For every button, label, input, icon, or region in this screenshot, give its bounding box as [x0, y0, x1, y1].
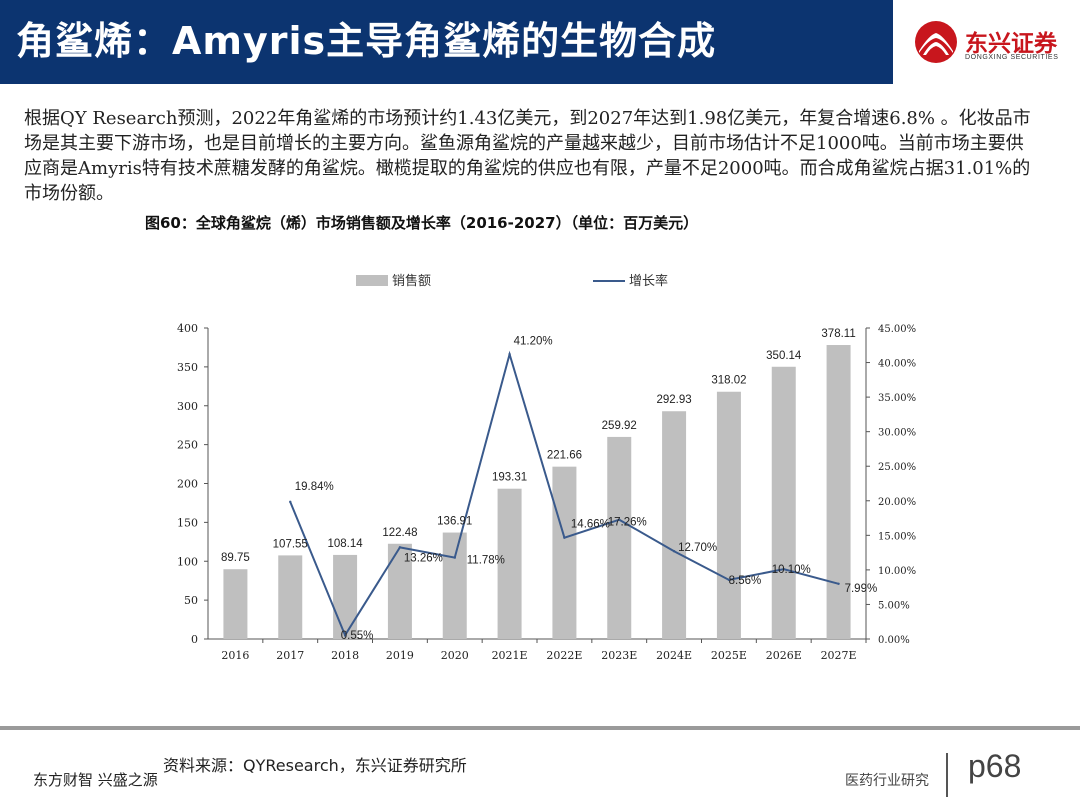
chart-legend: 销售额 增长率 [356, 273, 668, 289]
bar-label-2021E: 193.31 [492, 472, 527, 484]
growth-point-2020 [453, 556, 456, 559]
bar-label-2025E: 318.02 [711, 375, 746, 387]
bar-label-2023E: 259.92 [602, 420, 637, 432]
bar-2025E [716, 391, 741, 639]
data-labels: 89.75 107.55 108.14 122.48 136.91 193.31 221.6… [221, 328, 877, 642]
growth-label-2023E: 17.26% [608, 517, 647, 529]
bar-2024E [662, 411, 687, 639]
x-tick-label: 2021E [492, 649, 528, 662]
legend-label-sales: 销售额 [392, 273, 431, 289]
y-right-tick-label: 30.00% [878, 428, 916, 439]
bar-2021E [497, 488, 522, 639]
y-right-tick-label: 35.00% [878, 393, 916, 404]
bar-2020 [442, 532, 467, 639]
y-left-tick-label: 250 [177, 439, 198, 452]
footer-separator [946, 753, 948, 797]
growth-point-2022E [563, 536, 566, 539]
header-bar: 角鲨烯：Amyris主导角鲨烯的生物合成 [0, 0, 893, 84]
y-right-tick-label: 25.00% [878, 462, 916, 473]
growth-point-2017 [289, 500, 292, 504]
company-slogan: 东方财智 兴盛之源 [33, 771, 158, 789]
growth-point-2023E [618, 518, 621, 521]
y-right-tick-label: 15.00% [878, 531, 916, 542]
y-left-tick-label: 300 [177, 400, 198, 413]
line-series [289, 350, 840, 638]
company-logo: 东兴证券 DONGXING SECURITIES [893, 0, 1080, 84]
y-right-tick-label: 10.00% [878, 566, 916, 577]
bar-2018 [333, 554, 358, 639]
bar-2027E [826, 345, 851, 639]
y-right-tick-label: 40.00% [878, 359, 916, 370]
logo-name-en: DONGXING SECURITIES [965, 54, 1059, 61]
x-tick-label: 2023E [601, 649, 637, 662]
x-tick-label: 2024E [656, 649, 692, 662]
x-tick-label: 2027E [821, 649, 857, 662]
bar-2017 [278, 555, 303, 639]
growth-label-2018: 0.55% [341, 630, 374, 642]
growth-point-2018 [343, 633, 347, 637]
bar-label-2024E: 292.93 [656, 394, 691, 406]
y-right-tick-label: 5.00% [878, 600, 910, 611]
x-tick-label: 2016 [221, 649, 249, 662]
growth-label-2027E: 7.99% [845, 583, 878, 595]
bar-label-2017: 107.55 [273, 538, 308, 550]
growth-label-2026E: 10.10% [772, 564, 811, 576]
source-note: 资料来源：QYResearch，东兴证券研究所 [163, 756, 467, 775]
growth-point-2027E [837, 582, 840, 585]
growth-label-2019: 13.26% [404, 552, 443, 564]
growth-point-2025E [727, 578, 731, 582]
growth-label-2025E: 8.56% [729, 575, 762, 587]
bar-2016 [223, 569, 248, 639]
x-tick-label: 2019 [386, 649, 414, 662]
growth-label-2020: 11.78% [467, 555, 505, 567]
growth-label-2021E: 41.20% [514, 335, 553, 347]
bar-label-2018: 108.14 [327, 538, 363, 550]
y-left-tick-label: 400 [177, 322, 198, 335]
x-tick-label: 2018 [331, 649, 359, 662]
bar-label-2027E: 378.11 [821, 328, 855, 340]
legend-swatch-sales [356, 275, 388, 286]
bar-label-2026E: 350.14 [766, 350, 802, 362]
y-left-tick-label: 150 [177, 516, 198, 529]
growth-point-2026E [782, 567, 785, 571]
y-left-tick-label: 100 [177, 555, 198, 568]
page-title: 角鲨烯：Amyris主导角鲨烯的生物合成 [16, 19, 717, 63]
bar-label-2022E: 221.66 [547, 450, 582, 462]
y-left-tick-label: 0 [191, 633, 198, 646]
x-tick-label: 2025E [711, 649, 747, 662]
intro-paragraph: 根据QY Research预测，2022年角鲨烯的市场预计约1.43亿美元，到2… [24, 108, 1031, 204]
x-tick-label: 2020 [441, 649, 469, 662]
growth-point-2019 [398, 546, 402, 549]
chart-axes: 0 50 100 150 200 250 300 350 400 0.00% 5.00% 10.00%… [177, 322, 916, 662]
y-left-tick-label: 50 [184, 594, 198, 607]
bar-label-2019: 122.48 [382, 527, 417, 539]
growth-label-2022E: 14.66% [571, 519, 610, 531]
sales-growth-chart: 销售额 增长率 0 50 100 150 200 250 300 350 400 0.00% 5.00… [177, 273, 916, 662]
bar-2022E [552, 466, 577, 639]
page-number: p68 [968, 748, 1022, 784]
department-label: 医药行业研究 [845, 773, 929, 789]
y-left-tick-label: 350 [177, 361, 198, 374]
bar-2023E [607, 436, 632, 639]
y-left-tick-label: 200 [177, 478, 198, 491]
y-right-tick-label: 45.00% [878, 324, 916, 335]
bar-2026E [771, 366, 796, 639]
x-tick-label: 2022E [546, 649, 582, 662]
bar-label-2016: 89.75 [221, 552, 250, 564]
x-tick-label: 2026E [766, 649, 802, 662]
logo-name-cn: 东兴证券 [965, 31, 1057, 57]
bar-series [223, 345, 851, 639]
legend-label-growth: 增长率 [629, 273, 668, 289]
growth-label-2024E: 12.70% [678, 542, 717, 554]
growth-label-2017: 19.84% [295, 481, 334, 493]
figure-title: 图60：全球角鲨烷（烯）市场销售额及增长率（2016-2027）（单位：百万美元… [145, 214, 699, 232]
y-right-tick-label: 0.00% [878, 635, 910, 646]
bar-label-2020: 136.91 [437, 516, 472, 528]
footer-divider [0, 726, 1080, 730]
dongxing-logo-icon [915, 21, 957, 63]
x-tick-label: 2017 [276, 649, 304, 662]
y-right-tick-label: 20.00% [878, 497, 916, 508]
growth-point-2021E [508, 353, 511, 356]
growth-point-2024E [672, 550, 676, 553]
